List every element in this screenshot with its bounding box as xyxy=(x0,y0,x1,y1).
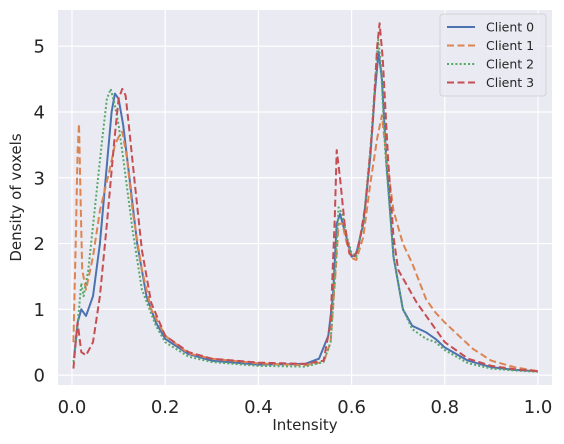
legend-label: Client 0 xyxy=(486,20,534,35)
legend: Client 0 Client 1 Client 2 Client 3 xyxy=(439,13,547,97)
x-tick-label: 0.6 xyxy=(337,397,366,418)
y-tick-label: 2 xyxy=(34,234,45,255)
x-tick-label: 0.0 xyxy=(58,397,87,418)
legend-label: Client 2 xyxy=(486,57,534,72)
y-tick-label: 4 xyxy=(34,102,45,123)
x-tick-label: 0.2 xyxy=(151,397,180,418)
legend-box xyxy=(439,13,547,97)
y-tick-label: 5 xyxy=(34,37,45,58)
x-axis-label: Intensity xyxy=(272,416,337,434)
y-tick-label: 1 xyxy=(34,300,45,321)
series-lines xyxy=(72,22,539,373)
x-tick-label: 0.8 xyxy=(430,397,459,418)
x-tick-label: 0.4 xyxy=(244,397,273,418)
y-axis-label: Density of voxels xyxy=(7,133,25,261)
series-line-client-3 xyxy=(72,22,539,373)
legend-label: Client 1 xyxy=(486,38,534,53)
y-tick-label: 3 xyxy=(34,168,45,189)
legend-label: Client 3 xyxy=(486,75,534,90)
series-line-client-2 xyxy=(72,38,539,373)
tick-labels: 0.0 0.2 0.4 0.6 0.8 1.0 0 1 2 3 4 5 xyxy=(34,37,553,418)
series-line-client-1 xyxy=(72,114,539,373)
y-tick-label: 0 xyxy=(34,366,45,387)
x-tick-label: 1.0 xyxy=(524,397,553,418)
